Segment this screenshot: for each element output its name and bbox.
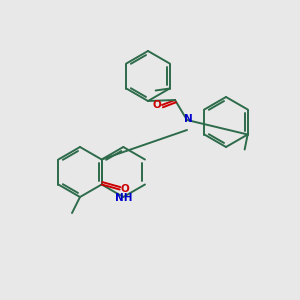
Text: O: O (153, 100, 161, 110)
Text: O: O (120, 184, 129, 194)
Text: N: N (184, 114, 192, 124)
Text: NH: NH (115, 193, 132, 203)
